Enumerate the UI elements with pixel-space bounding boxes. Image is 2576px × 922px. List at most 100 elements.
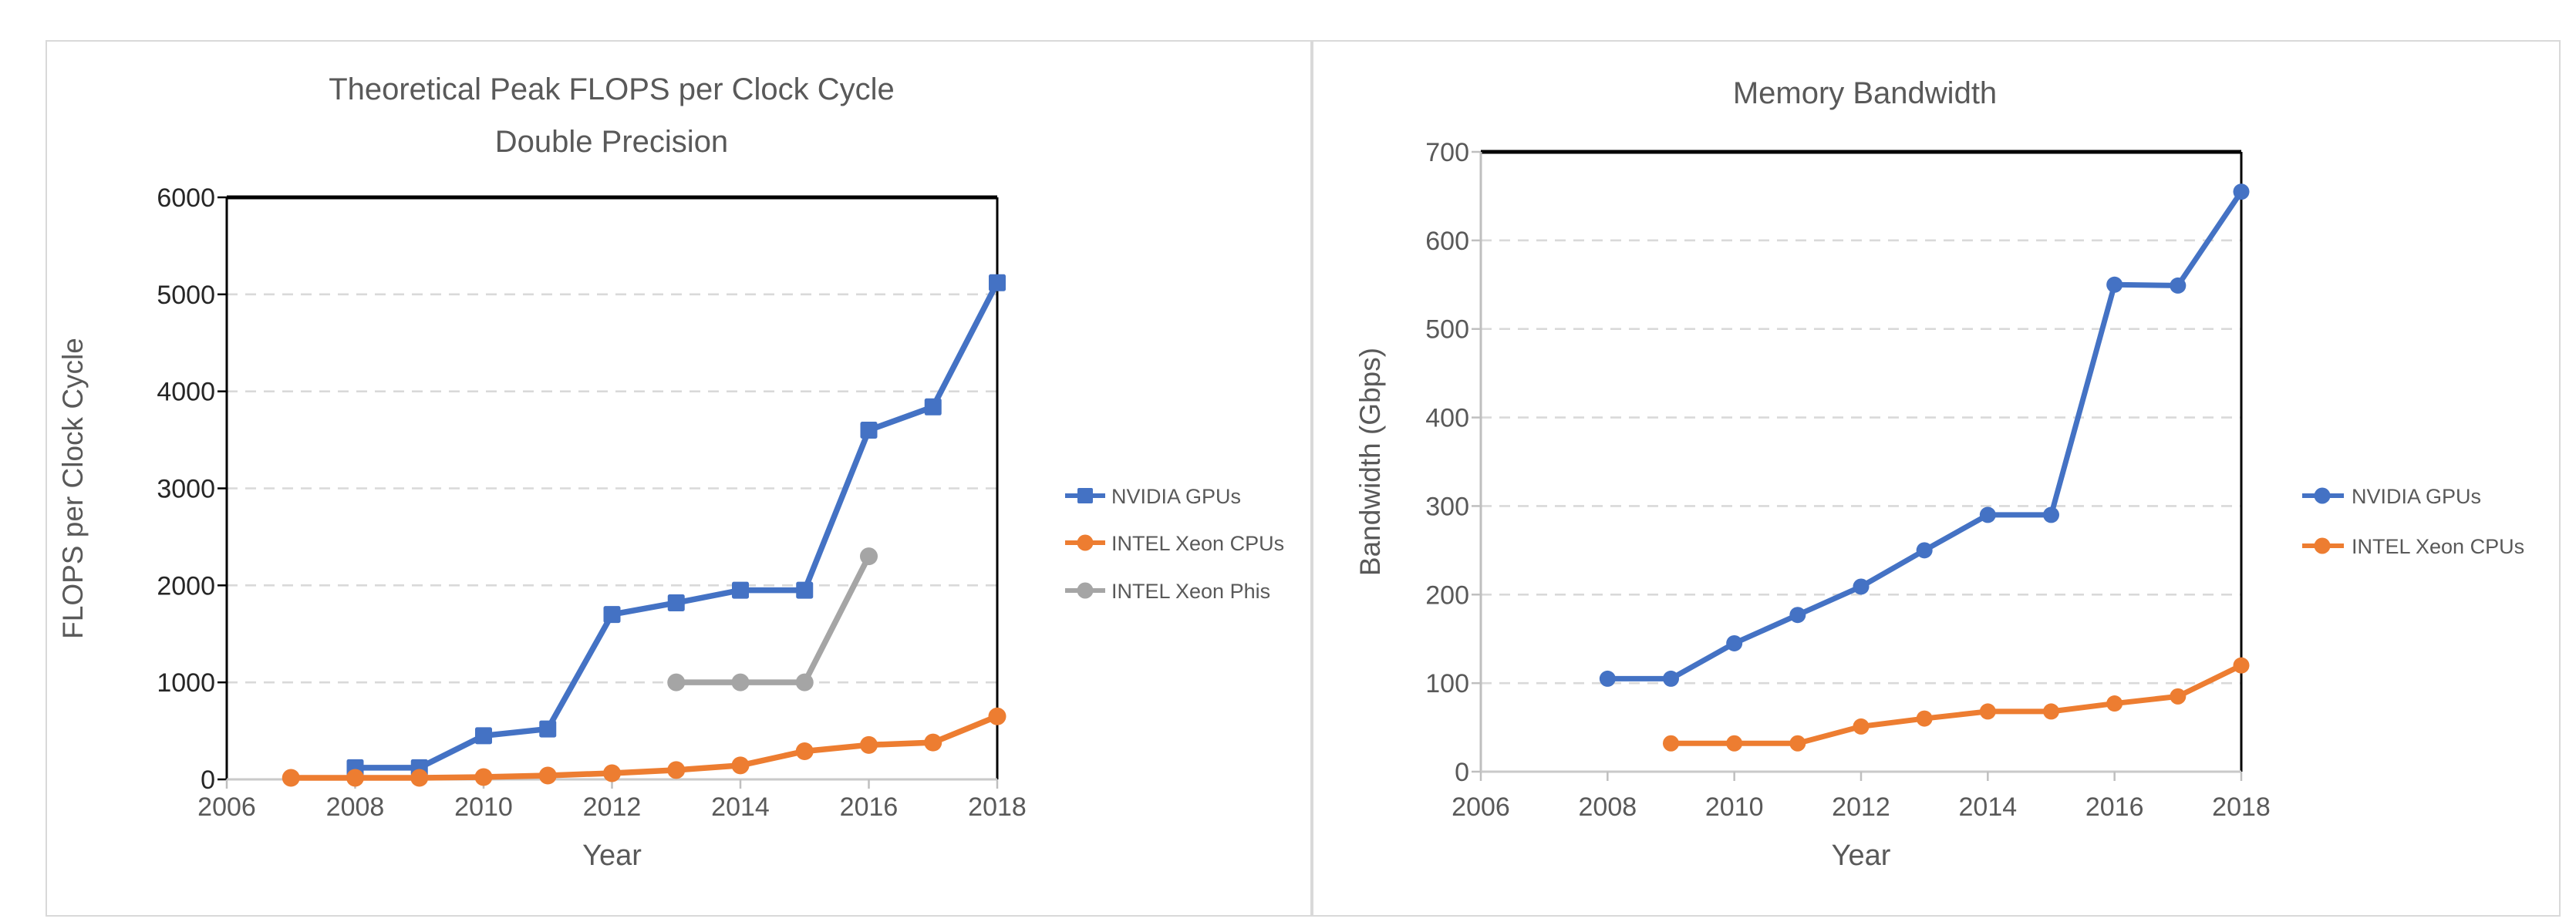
x-tick-label: 2010: [454, 792, 513, 822]
legend-item-intel-xeon-cpus: INTEL Xeon CPUs: [2302, 535, 2524, 558]
data-point-marker: [667, 594, 685, 611]
data-point-marker: [2170, 688, 2187, 705]
legend-item-nvidia-gpus: NVIDIA GPUs: [2302, 485, 2481, 508]
x-axis-title: Year: [582, 840, 642, 872]
series-intel-xeon-phis: [667, 547, 878, 692]
memory-bandwidth-ticks: 0 100 200 300 400 500 600 700 2006 2008 2010 2012 20…: [1425, 138, 2271, 822]
legend-label: NVIDIA GPUs: [2352, 485, 2481, 508]
data-point-marker: [346, 769, 364, 787]
series-line: [1604, 189, 2244, 681]
y-tick-label: 200: [1425, 580, 1469, 610]
data-point-marker: [796, 581, 814, 599]
data-point-marker: [474, 768, 493, 786]
memory-bandwidth-gridlines: [1481, 239, 2241, 685]
data-point-marker: [1663, 670, 1679, 687]
y-tick-label: 1000: [157, 668, 215, 698]
data-point-marker: [989, 274, 1006, 291]
series-line: [288, 713, 1000, 781]
flops-chart-panel: 0 1000 2000 3000 4000 5000 6000 2006 2008 2010 201…: [46, 40, 1312, 917]
x-tick-label: 2012: [1832, 792, 1890, 822]
x-tick-label: 2010: [1705, 792, 1764, 822]
data-point-marker: [1789, 735, 1806, 752]
x-tick-label: 2006: [1452, 792, 1510, 822]
series-intel-xeon-cpus: [1663, 657, 2250, 752]
x-tick-label: 2018: [2212, 792, 2271, 822]
data-point-marker: [795, 673, 814, 692]
memory-bandwidth-legend: NVIDIA GPUs INTEL Xeon CPUs: [2302, 485, 2524, 558]
data-point-marker: [1979, 703, 1996, 720]
series-line: [1668, 662, 2244, 746]
series-intel-xeon-cpus: [282, 707, 1006, 787]
data-point-marker: [1916, 710, 1933, 727]
legend-item-intel-xeon-cpus: INTEL Xeon CPUs: [1065, 532, 1284, 555]
data-point-marker: [988, 707, 1006, 725]
data-point-marker: [1789, 607, 1806, 624]
x-tick-label: 2016: [840, 792, 899, 822]
y-tick-label: 700: [1425, 138, 1469, 167]
data-point-marker: [538, 766, 557, 785]
data-point-marker: [732, 581, 749, 599]
y-axis-title: FLOPS per Clock Cycle: [57, 338, 89, 639]
data-point-marker: [2106, 695, 2123, 712]
legend-marker: [2314, 487, 2331, 504]
data-point-marker: [603, 764, 621, 782]
data-point-marker: [731, 756, 750, 775]
data-point-marker: [924, 398, 942, 416]
y-tick-label: 6000: [157, 183, 215, 213]
x-tick-label: 2014: [711, 792, 770, 822]
y-tick-label: 400: [1425, 404, 1469, 433]
x-tick-label: 2008: [1579, 792, 1637, 822]
y-tick-label: 500: [1425, 315, 1469, 345]
chart-title: Theoretical Peak FLOPS per Clock Cycle: [329, 72, 895, 106]
y-tick-label: 3000: [157, 475, 215, 504]
memory-bandwidth-plot-frame: [1479, 150, 2243, 773]
data-point-marker: [667, 761, 686, 779]
y-axis-title: Bandwidth (Gbps): [1354, 348, 1386, 576]
data-point-marker: [2106, 276, 2123, 293]
data-point-marker: [539, 720, 557, 738]
series-nvidia-gpus: [1599, 183, 2250, 687]
legend-label: INTEL Xeon CPUs: [1111, 532, 1284, 555]
legend-label: NVIDIA GPUs: [1111, 485, 1241, 508]
data-point-marker: [2043, 506, 2059, 523]
x-tick-label: 2008: [326, 792, 385, 822]
flops-per-cycle-legend: NVIDIA GPUs INTEL Xeon CPUs INTEL Xeon Phi…: [1065, 485, 1284, 603]
data-point-marker: [860, 547, 878, 566]
y-tick-label: 2000: [157, 571, 215, 601]
x-axis-title: Year: [1832, 840, 1891, 872]
y-tick-label: 5000: [157, 281, 215, 310]
flops-per-cycle-titles: Theoretical Peak FLOPS per Clock Cycle Do…: [57, 72, 895, 872]
data-point-marker: [795, 742, 814, 761]
data-point-marker: [860, 422, 878, 439]
data-point-marker: [1853, 718, 1870, 735]
data-point-marker: [731, 673, 750, 692]
data-point-marker: [282, 769, 300, 787]
data-point-marker: [603, 606, 621, 624]
legend-item-intel-xeon-phis: INTEL Xeon Phis: [1065, 580, 1270, 603]
x-tick-label: 2014: [1959, 792, 2018, 822]
data-point-marker: [860, 735, 878, 754]
series-nvidia-gpus: [346, 274, 1006, 776]
data-point-marker: [1599, 670, 1616, 687]
series-line: [673, 553, 872, 685]
x-tick-label: 2012: [583, 792, 642, 822]
chart-subtitle: Double Precision: [495, 125, 728, 159]
y-tick-label: 100: [1425, 669, 1469, 698]
data-point-marker: [1979, 506, 1996, 523]
data-point-marker: [924, 733, 942, 752]
legend-item-nvidia-gpus: NVIDIA GPUs: [1065, 485, 1241, 508]
x-tick-label: 2018: [968, 792, 1027, 822]
legend-label: INTEL Xeon Phis: [1111, 580, 1270, 603]
y-tick-label: 4000: [157, 378, 215, 407]
series-line: [352, 279, 1000, 771]
legend-marker: [1077, 582, 1094, 599]
data-point-marker: [2043, 703, 2059, 720]
flops-chart: 0 1000 2000 3000 4000 5000 6000 2006 2008 2010 201…: [57, 72, 1284, 872]
data-point-marker: [410, 769, 429, 787]
data-point-marker: [1853, 578, 1870, 595]
y-tick-label: 600: [1425, 227, 1469, 256]
bandwidth-chart-panel: 0 100 200 300 400 500 600 700 2006 2008 2010 2012 20…: [1312, 40, 2561, 917]
data-point-marker: [1726, 735, 1743, 752]
data-point-marker: [2170, 277, 2187, 294]
y-tick-label: 300: [1425, 492, 1469, 521]
